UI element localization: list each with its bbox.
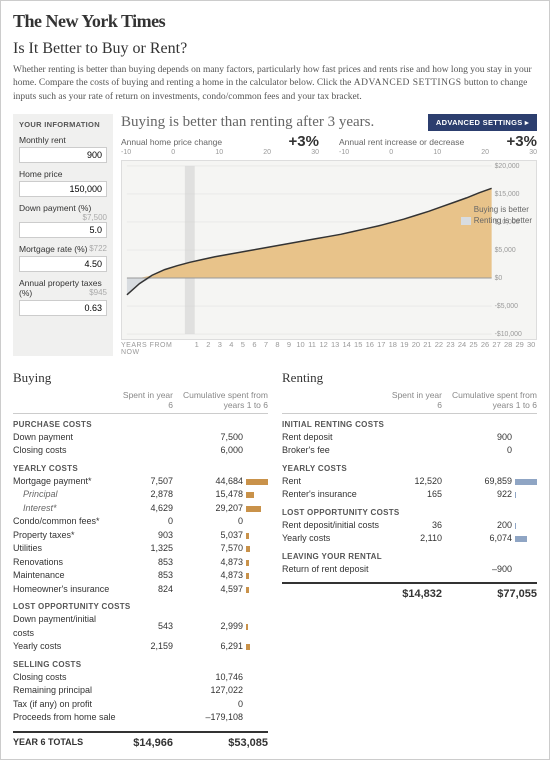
rent-input[interactable]: [19, 147, 107, 163]
table-row: Down payment 7,500: [13, 431, 268, 445]
section-label: YEARLY COSTS: [13, 464, 268, 473]
table-row: Renovations 853 4,873: [13, 556, 268, 570]
table-row: Maintenance 853 4,873: [13, 569, 268, 583]
intro-text: Whether renting is better than buying de…: [13, 64, 537, 104]
svg-text:$15,000: $15,000: [495, 191, 520, 198]
table-row: Interest* 4,629 29,207: [13, 502, 268, 516]
masthead: The New York Times: [13, 11, 537, 32]
section-label: SELLING COSTS: [13, 660, 268, 669]
table-row: Homeowner's insurance 824 4,597: [13, 583, 268, 597]
table-row: Closing costs 10,746: [13, 671, 268, 685]
main-chart[interactable]: Buying is better Renting is better $20,0…: [121, 160, 537, 340]
price-input[interactable]: [19, 181, 107, 197]
sidebar-title: YOUR INFORMATION: [19, 120, 107, 129]
table-row: Mortgage payment* 7,507 44,684: [13, 475, 268, 489]
rate-input[interactable]: [19, 256, 107, 272]
down-label: Down payment (%)$7,500: [19, 203, 107, 213]
section-label: YEARLY COSTS: [282, 464, 537, 473]
totals-row: YEAR 6 TOTALS $14,966 $53,085: [13, 731, 268, 749]
advanced-settings-button[interactable]: ADVANCED SETTINGS ▸: [428, 114, 537, 131]
section-label: INITIAL RENTING COSTS: [282, 420, 537, 429]
table-row: Renter's insurance 165 922: [282, 488, 537, 502]
svg-text:$5,000: $5,000: [495, 247, 516, 254]
col-title: Renting: [282, 370, 537, 386]
chart-headline: Buying is better than renting after 3 ye…: [121, 114, 374, 131]
table-row: Tax (if any) on profit 0: [13, 698, 268, 712]
chart-legend: Buying is better Renting is better: [461, 205, 532, 227]
section-label: PURCHASE COSTS: [13, 420, 268, 429]
table-row: Principal 2,878 15,478: [13, 488, 268, 502]
rent-label: Monthly rent: [19, 135, 107, 145]
col-title: Buying: [13, 370, 268, 386]
section-label: LOST OPPORTUNITY COSTS: [13, 602, 268, 611]
rate-label: Mortgage rate (%)$722: [19, 244, 107, 254]
input-sidebar: YOUR INFORMATION Monthly rent Home price…: [13, 114, 113, 356]
table-row: Rent deposit 900: [282, 431, 537, 445]
table-row: Down payment/initial costs 543 2,999: [13, 613, 268, 640]
table-row: Condo/common fees* 0 0: [13, 515, 268, 529]
years-axis-label: YEARS FROM NOW: [121, 342, 191, 356]
price-change-slider[interactable]: Annual home price change +3% -100102030: [121, 137, 319, 156]
svg-text:$0: $0: [495, 275, 503, 282]
section-label: LEAVING YOUR RENTAL: [282, 552, 537, 561]
table-row: Property taxes* 903 5,037: [13, 529, 268, 543]
table-row: Proceeds from home sale –179,108: [13, 711, 268, 725]
table-row: Rent deposit/initial costs 36 200: [282, 519, 537, 533]
table-row: Remaining principal 127,022: [13, 684, 268, 698]
svg-text:-$5,000: -$5,000: [495, 303, 519, 310]
totals-row: $14,832 $77,055: [282, 582, 537, 600]
price-label: Home price: [19, 169, 107, 179]
table-row: Return of rent deposit –900: [282, 563, 537, 577]
rent-change-slider[interactable]: Annual rent increase or decrease +3% -10…: [339, 137, 537, 156]
svg-text:$20,000: $20,000: [495, 163, 520, 170]
table-row: Rent 12,520 69,859: [282, 475, 537, 489]
table-row: Yearly costs 2,159 6,291: [13, 640, 268, 654]
table-row: Utilities 1,325 7,570: [13, 542, 268, 556]
table-row: Closing costs 6,000: [13, 444, 268, 458]
svg-text:-$10,000: -$10,000: [495, 331, 522, 338]
table-row: Broker's fee 0: [282, 444, 537, 458]
down-input[interactable]: [19, 222, 107, 238]
page-title: Is It Better to Buy or Rent?: [13, 40, 537, 58]
tax-label: Annual property taxes (%)$945: [19, 278, 107, 298]
tax-input[interactable]: [19, 300, 107, 316]
table-row: Yearly costs 2,110 6,074: [282, 532, 537, 546]
section-label: LOST OPPORTUNITY COSTS: [282, 508, 537, 517]
